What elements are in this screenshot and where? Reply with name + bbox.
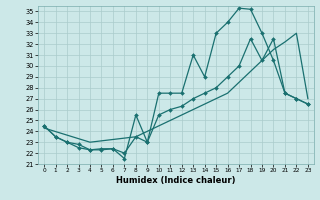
X-axis label: Humidex (Indice chaleur): Humidex (Indice chaleur) <box>116 176 236 185</box>
